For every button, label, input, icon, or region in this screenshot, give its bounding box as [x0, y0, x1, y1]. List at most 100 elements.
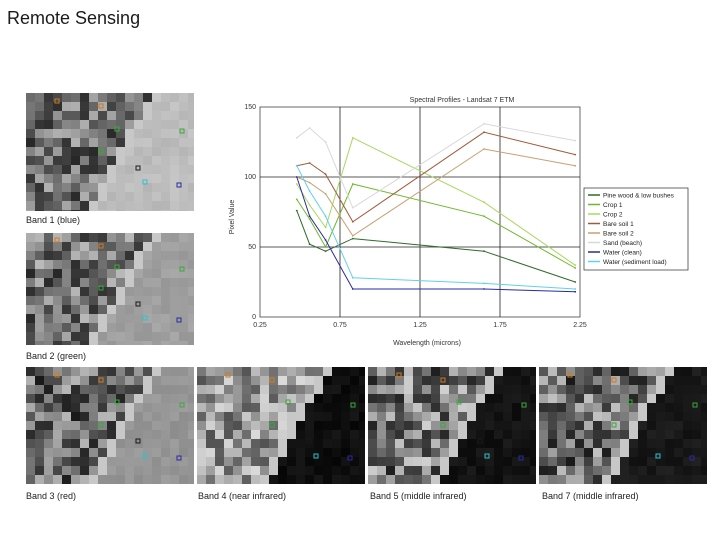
band-3-image: [26, 367, 194, 484]
legend-entry: Pine wood & low bushes: [603, 193, 675, 200]
series-point: [351, 206, 354, 209]
sample-marker: [611, 422, 617, 428]
series-point: [351, 136, 354, 139]
band-7-image: [539, 367, 707, 484]
series-point: [324, 250, 327, 253]
series-point: [324, 192, 327, 195]
series-point: [308, 243, 311, 246]
series-point: [574, 290, 577, 293]
series-point: [483, 201, 485, 204]
sample-marker: [142, 179, 148, 185]
series-point: [483, 148, 485, 150]
sample-marker: [98, 243, 104, 249]
series-point: [324, 141, 327, 143]
sample-marker: [396, 372, 402, 378]
legend-entry: Crop 2: [603, 212, 623, 219]
band-4-image: [197, 367, 365, 484]
sample-marker: [179, 266, 185, 272]
series-point: [483, 215, 485, 218]
sample-marker: [98, 103, 104, 109]
sample-marker: [477, 438, 483, 444]
x-tick-label: 0.75: [333, 322, 347, 329]
sample-marker: [135, 301, 141, 307]
series-point: [308, 204, 311, 206]
sample-marker: [142, 315, 148, 321]
series-point: [324, 239, 327, 241]
band-5-image: [368, 367, 536, 484]
legend-entry: Water (clean): [603, 250, 642, 257]
sample-marker: [179, 402, 185, 408]
band-1-caption: Band 1 (blue): [26, 215, 81, 225]
sample-marker: [440, 422, 446, 428]
sample-marker: [176, 182, 182, 188]
y-tick-label: 0: [252, 314, 256, 321]
legend-entry: Bare soil 2: [603, 231, 634, 238]
sample-marker: [518, 455, 524, 461]
series-point: [295, 198, 298, 201]
series-point: [483, 250, 485, 253]
x-tick-label: 1.25: [413, 322, 427, 329]
series-point: [351, 183, 354, 185]
series-point: [324, 215, 327, 218]
series-point: [483, 131, 485, 134]
legend-entry: Sand (beach): [603, 240, 642, 247]
series-point: [308, 162, 311, 164]
series-point: [483, 282, 485, 285]
sample-marker: [98, 377, 104, 383]
chart-legend-box: [583, 187, 689, 271]
band-1-image: [26, 93, 194, 211]
sample-marker: [98, 422, 104, 428]
sample-marker: [269, 422, 275, 428]
band-2-image: [26, 233, 194, 345]
sample-marker: [98, 148, 104, 154]
sample-marker: [655, 453, 661, 459]
series-point: [295, 136, 298, 139]
series-line-5: [296, 148, 576, 237]
sample-marker: [225, 372, 231, 378]
series-point: [324, 173, 327, 176]
sample-marker: [176, 317, 182, 323]
series-line-4: [296, 131, 576, 223]
x-tick-label: 0.25: [253, 322, 267, 329]
sample-marker: [54, 237, 60, 243]
series-line-8: [296, 165, 576, 290]
series-point: [295, 209, 298, 212]
series-point: [351, 276, 354, 279]
band-2-caption: Band 2 (green): [26, 351, 87, 361]
sample-marker: [648, 438, 654, 444]
series-point: [574, 153, 577, 156]
series-point: [324, 226, 327, 229]
series-point: [574, 139, 577, 142]
sample-marker: [347, 455, 353, 461]
series-line-7: [296, 176, 576, 293]
x-tick-label: 2.25: [573, 322, 587, 329]
sample-marker: [627, 399, 633, 405]
sample-marker: [689, 455, 695, 461]
series-point: [574, 281, 577, 283]
sample-marker: [269, 377, 275, 383]
series-point: [308, 218, 311, 220]
spectral-profile-chart: Spectral Profiles - Landsat 7 ETM Wavele…: [222, 88, 690, 350]
series-point: [308, 127, 311, 129]
band-4-caption: Band 4 (near infrared): [198, 491, 287, 501]
legend-entry: Bare soil 1: [603, 221, 634, 228]
sample-marker: [567, 372, 573, 378]
sample-marker: [135, 165, 141, 171]
y-tick-label: 100: [244, 174, 256, 181]
series-point: [295, 183, 298, 185]
series-point: [308, 215, 311, 218]
chart-y-axis-label: Pixel Value: [229, 200, 236, 235]
series-line-1: [296, 210, 576, 283]
y-tick-label: 150: [244, 104, 256, 111]
sample-marker: [98, 285, 104, 291]
series-point: [351, 220, 354, 223]
series-point: [574, 267, 577, 269]
series-point: [308, 181, 311, 184]
y-tick-label: 50: [248, 244, 256, 251]
series-point: [574, 288, 577, 290]
series-point: [308, 190, 311, 192]
series-point: [324, 246, 327, 248]
sample-marker: [114, 264, 120, 270]
series-point: [295, 164, 298, 167]
spectral-profile-chart-svg: Spectral Profiles - Landsat 7 ETM Wavele…: [229, 97, 689, 347]
